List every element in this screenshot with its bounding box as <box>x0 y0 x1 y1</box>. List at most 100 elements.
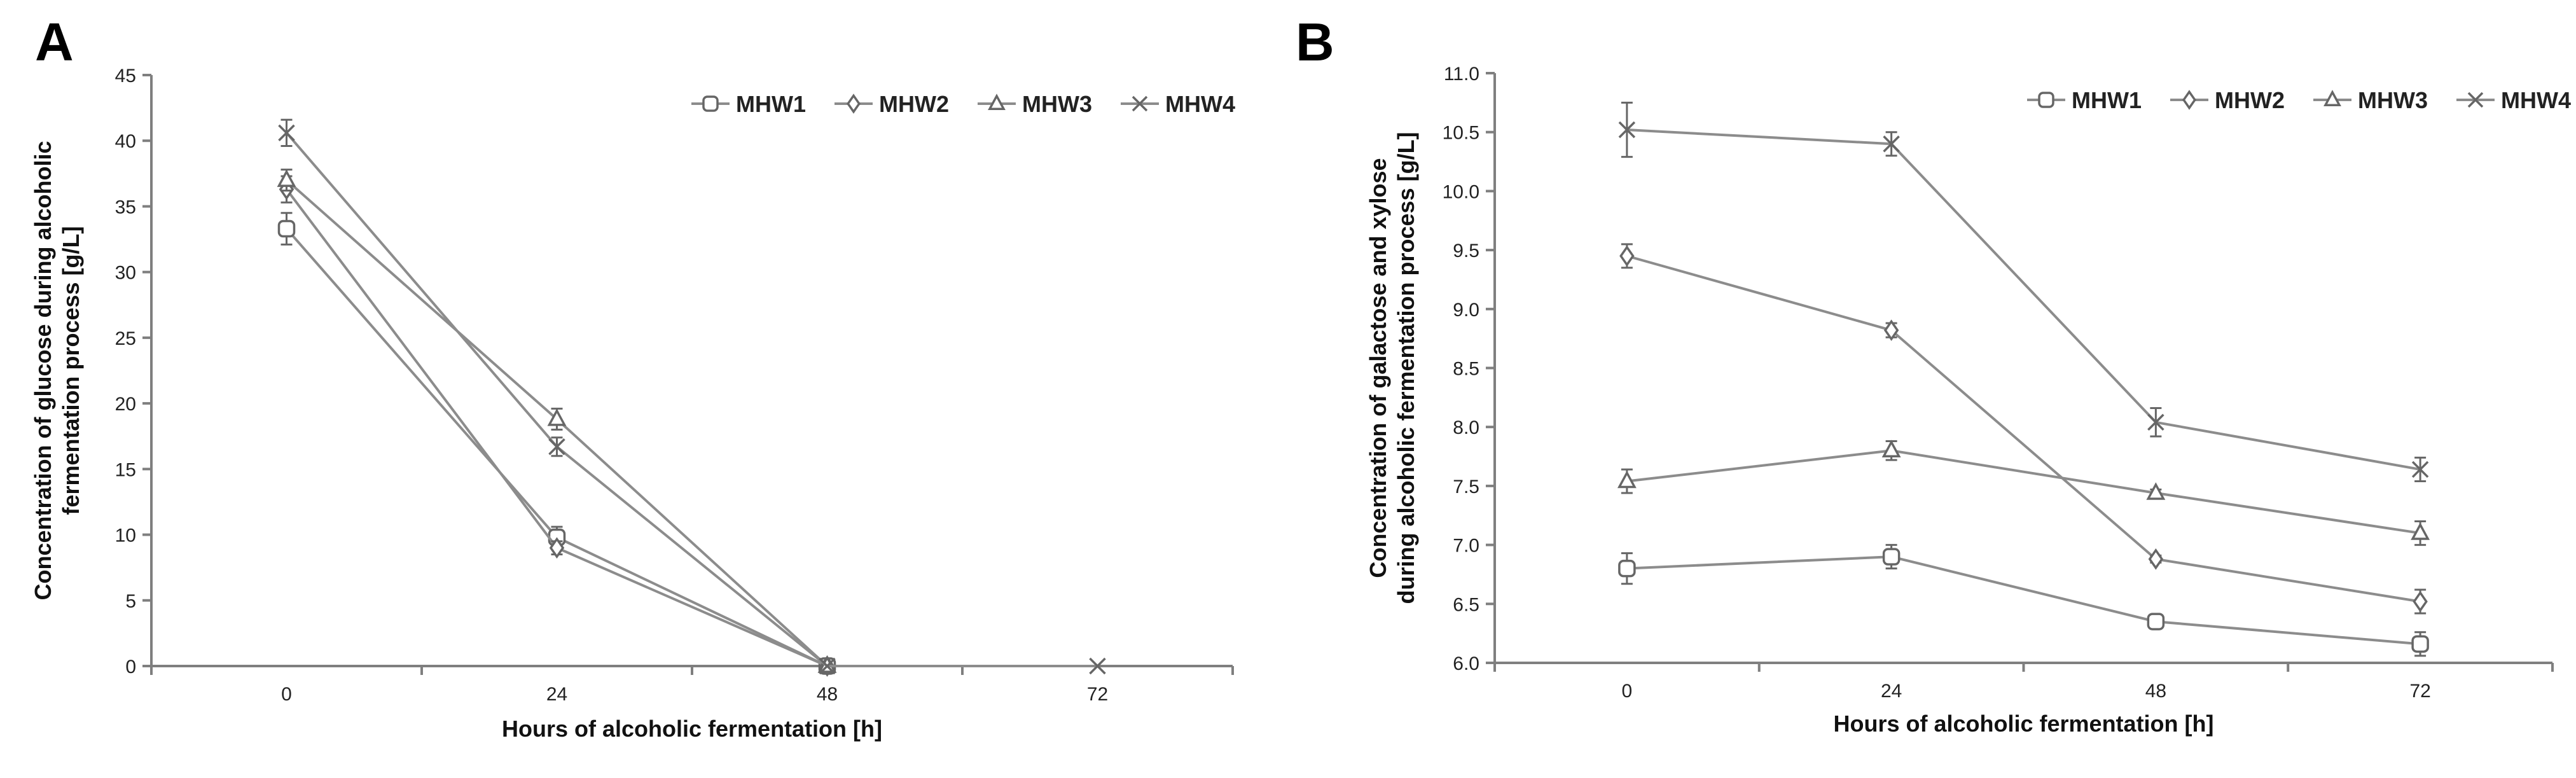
series-mhw4 <box>278 118 1106 675</box>
legend-item-mhw3: MHW3 <box>2313 87 2428 113</box>
legend-item-mhw4: MHW4 <box>2456 87 2571 113</box>
legend-marker <box>847 94 861 114</box>
data-point <box>278 124 295 142</box>
data-point <box>1619 245 1635 267</box>
legend-label: MHW4 <box>1165 91 1235 117</box>
data-point <box>1089 657 1106 675</box>
legend-item-mhw1: MHW1 <box>2027 87 2142 113</box>
y-axis-title-line: Concentration of galactose and xylose <box>1365 158 1391 578</box>
series-line <box>1626 449 2421 535</box>
x-tick-label: 0 <box>281 684 292 705</box>
legend-marker <box>2323 90 2341 106</box>
data-point <box>819 657 836 675</box>
y-tick-label: 9.0 <box>1453 300 1479 321</box>
series-mhw4 <box>1618 101 2429 482</box>
data-point <box>2148 548 2164 570</box>
series-mhw3 <box>277 169 837 673</box>
y-tick-label: 6.5 <box>1453 594 1479 615</box>
data-point <box>1617 470 1637 489</box>
x-tick-label: 0 <box>1622 681 1633 702</box>
y-tick-label: 0 <box>125 656 136 677</box>
data-point <box>2147 613 2165 630</box>
legend-marker <box>2038 92 2054 108</box>
legend-label: MHW3 <box>1022 91 1092 117</box>
data-point <box>1618 121 1636 139</box>
legend-item-mhw2: MHW2 <box>2170 87 2285 113</box>
data-point <box>277 169 296 187</box>
y-tick-label: 40 <box>115 131 136 152</box>
x-tick-label: 72 <box>1087 684 1108 705</box>
legend-label: MHW3 <box>2358 87 2428 113</box>
data-point <box>1882 548 1901 566</box>
panel-label: B <box>1296 12 1334 72</box>
legend-item-mhw1: MHW1 <box>691 91 806 117</box>
data-point <box>1883 319 1899 342</box>
data-point <box>2411 461 2429 478</box>
y-tick-label: 7.0 <box>1453 536 1479 557</box>
legend-marker <box>2182 90 2196 110</box>
legend-label: MHW2 <box>879 91 949 117</box>
x-tick-label: 48 <box>817 684 838 705</box>
series-line <box>285 132 1098 667</box>
y-tick-label: 8.5 <box>1453 359 1479 380</box>
legend-marker <box>988 94 1006 110</box>
data-point <box>1883 135 1900 153</box>
data-point <box>547 408 567 426</box>
y-tick-label: 5 <box>125 591 136 612</box>
legend-label: MHW4 <box>2501 87 2571 113</box>
data-point <box>2411 635 2429 653</box>
legend-marker <box>1132 95 1148 112</box>
x-tick-label: 72 <box>2409 681 2430 702</box>
series-line <box>1626 254 2421 603</box>
series-line <box>1626 128 2421 471</box>
data-point <box>548 438 565 455</box>
legend-item-mhw3: MHW3 <box>978 91 1092 117</box>
series-line <box>1626 555 2421 646</box>
chart-panel-b: B 6.0 6.5 7.0 7.5 8.0 8.5 9.0 9.5 10.0 10.5 11.0 0 24… <box>1288 0 2576 778</box>
data-point <box>2413 590 2428 613</box>
y-tick-label: 11.0 <box>1444 64 1479 85</box>
x-tick-label: 48 <box>2145 681 2166 702</box>
legend-label: MHW2 <box>2215 87 2285 113</box>
data-point <box>2411 522 2430 540</box>
chart-a: A 0 5 10 15 20 25 30 35 40 45 0 24 48 72 Hours of alcoh… <box>30 12 1235 742</box>
y-tick-label: 10 <box>115 525 136 546</box>
panel-label: A <box>35 12 74 72</box>
series-mhw1 <box>1618 544 2429 657</box>
y-tick-label: 25 <box>115 328 136 349</box>
x-axis-title: Hours of alcoholic fermentation [h] <box>1833 711 2213 737</box>
legend-label: MHW1 <box>2072 87 2142 113</box>
legend-item-mhw2: MHW2 <box>834 91 949 117</box>
legend-marker <box>702 95 719 112</box>
data-point <box>277 219 296 238</box>
y-tick-label: 45 <box>115 66 136 87</box>
data-point <box>1881 440 1901 458</box>
y-tick-label: 10.5 <box>1443 123 1479 144</box>
legend-label: MHW1 <box>736 91 806 117</box>
data-point <box>1618 559 1636 578</box>
y-tick-label: 10.0 <box>1443 181 1479 202</box>
x-tick-label: 24 <box>546 684 567 705</box>
data-point <box>549 537 565 559</box>
x-tick-label: 24 <box>1881 681 1902 702</box>
legend-item-mhw4: MHW4 <box>1121 91 1235 117</box>
y-tick-label: 6.0 <box>1453 653 1479 674</box>
y-axis-title-line: during alcoholic fermentation process [g… <box>1393 132 1419 604</box>
data-point <box>2147 413 2164 431</box>
series-mhw3 <box>1617 440 2430 546</box>
y-tick-label: 20 <box>115 394 136 415</box>
y-tick-label: 7.5 <box>1453 476 1479 497</box>
y-axis-title-line: Concentration of glucose during alcoholi… <box>30 141 56 600</box>
data-point <box>2146 482 2166 500</box>
y-tick-label: 15 <box>115 459 136 480</box>
y-axis-title-line: fermentation process [g/L] <box>58 226 84 515</box>
y-tick-label: 35 <box>115 197 136 218</box>
chart-panel-a: A 0 5 10 15 20 25 30 35 40 45 0 24 48 72 Hours of alcoh… <box>30 12 1235 742</box>
x-axis-title: Hours of alcoholic fermentation [h] <box>502 716 882 742</box>
series-mhw2 <box>1619 243 2428 615</box>
y-tick-label: 9.5 <box>1453 240 1479 261</box>
y-tick-label: 8.0 <box>1453 417 1479 438</box>
y-tick-label: 30 <box>115 263 136 284</box>
legend-marker <box>2467 92 2484 108</box>
chart-b: B 6.0 6.5 7.0 7.5 8.0 8.5 9.0 9.5 10.0 10.5 11.0 0 24… <box>1296 12 2571 737</box>
